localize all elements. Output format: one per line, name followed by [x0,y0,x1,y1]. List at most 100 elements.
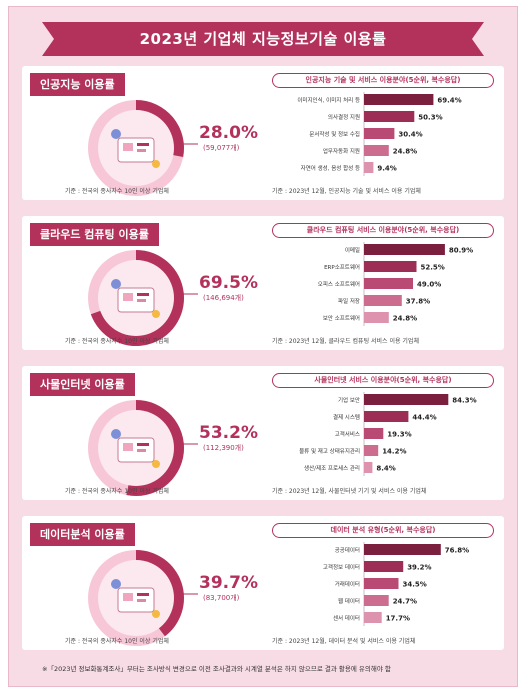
bar-category-label: 거래데이터 [335,580,360,588]
bar-value-label: 24.8% [393,315,417,323]
bar-value-label: 44.4% [412,414,436,422]
bar-value-label: 37.8% [406,298,430,306]
bar [364,128,395,139]
bar [364,595,389,606]
bar-category-label: 공공데이터 [335,546,360,554]
section-cloud: 클라우드 컴퓨팅 이용률 69.5% (146,694개) 기준 : 전국의 종… [22,216,504,350]
chart-source: 기준 : 2023년 12월, 사물인터넷 기기 및 서비스 이용 기업체 [272,488,427,495]
chart-title: 클라우드 컴퓨팅 서비스 이용분야(5순위, 복수응답) [272,223,494,238]
bar-category-label: 이미지인식, 이미지 처리 등 [297,96,360,104]
bar-value-label: 76.8% [445,547,469,555]
bar-category-label: 오피스 소프트웨어 [318,280,360,288]
bar-category-label: 이메일 [345,246,360,254]
bar-category-label: 기업 보안 [338,396,360,404]
chart-source: 기준 : 2023년 12월, 인공지능 기술 및 서비스 이용 기업체 [272,188,421,195]
data-analysis-icon [111,579,160,618]
usage-percent: 53.2% [199,423,258,443]
bar [364,312,389,323]
section-iot: 사물인터넷 이용률 53.2% (112,390개) 기준 : 전국의 종사자수… [22,366,504,500]
bar [364,578,399,589]
section-title: 인공지능 이용률 [30,73,125,96]
bar-value-label: 8.4% [376,465,395,473]
bar [364,561,404,572]
section-caption: 기준 : 전국의 종사자수 10인 이상 기업체 [65,488,169,495]
section-caption: 기준 : 전국의 종사자수 10인 이상 기업체 [65,338,169,345]
section-caption: 기준 : 전국의 종사자수 10인 이상 기업체 [65,638,169,645]
section-title: 데이터분석 이용률 [30,523,135,546]
section-ai: 인공지능 이용률 28.0% (59,077개) 기준 : 전국의 종사자수 1… [22,66,504,200]
usage-count: (146,694개) [203,294,244,302]
usage-count: (83,700개) [203,594,240,602]
bar-value-label: 50.3% [418,114,442,122]
bar-chart: 기업 보안 84.3% 결제 시스템 44.4% 고객서비스 19.3% 물류 및 재고 상… [299,392,477,476]
usage-count: (59,077개) [203,144,240,152]
section-caption: 기준 : 전국의 종사자수 10인 이상 기업체 [65,188,169,195]
bar-category-label: 파일 저장 [338,297,360,305]
page-title: 2023년 기업체 지능정보기술 이용률 [139,30,387,48]
bar-category-label: ERP소프트웨어 [324,263,360,271]
usage-chart: 인공지능 기술 및 서비스 이용분야(5순위, 복수응답) 이미지인식, 이미지… [264,66,504,200]
bar-category-label: 고객정보 데이터 [323,563,360,571]
leader-dot [180,142,184,146]
bar [364,244,445,255]
bar [364,145,389,156]
footnote: ※「2023년 정보화통계조사」부터는 조사방식 변경으로 이전 조사결과와 시… [42,665,391,673]
bar-value-label: 49.0% [417,281,441,289]
bar [364,394,449,405]
bar-value-label: 14.2% [382,448,406,456]
bar-category-label: 보안 소프트웨어 [323,314,360,322]
usage-chart: 클라우드 컴퓨팅 서비스 이용분야(5순위, 복수응답) 이메일 80.9% ERP… [264,216,504,350]
bar-category-label: 자연어 생성, 음성 합성 등 [301,164,360,172]
leader-dot [180,292,184,296]
section-title: 사물인터넷 이용률 [30,373,135,396]
bar [364,544,441,555]
bar-category-label: 웹 데이터 [338,597,360,605]
bar [364,612,382,623]
bar-value-label: 24.8% [393,148,417,156]
bar-value-label: 69.4% [437,97,461,105]
bar-category-label: 업무자동화 지원 [323,147,360,155]
bar [364,295,402,306]
bar [364,462,373,473]
bar-value-label: 24.7% [393,598,417,606]
bar-chart: 이메일 80.9% ERP소프트웨어 52.5% 오피스 소프트웨어 49.0% 파일 저장… [318,242,473,326]
bar-value-label: 30.4% [398,131,422,139]
bar-category-label: 고객서비스 [335,430,360,438]
bar-category-label: 문서작성 및 정보 수집 [309,130,360,138]
usage-percent: 28.0% [199,123,258,143]
bar-value-label: 80.9% [449,247,473,255]
share-pie [88,400,198,496]
bar-category-label: 의사결정 지원 [328,113,360,121]
bar-value-label: 34.5% [403,581,427,589]
bar [364,261,417,272]
leader-dot [180,442,184,446]
bar-value-label: 19.3% [387,431,411,439]
usage-percent: 69.5% [199,273,258,293]
share-pie [88,250,198,346]
bar [364,94,434,105]
chart-source: 기준 : 2023년 12월, 데이터 분석 및 서비스 이용 기업체 [272,638,416,645]
chart-title: 데이터 분석 유형(5순위, 복수응답) [272,523,494,538]
bar [364,411,409,422]
bar-category-label: 생산/제조 프로세스 관리 [304,464,360,472]
bar-value-label: 52.5% [421,264,445,272]
bar-value-label: 84.3% [452,397,476,405]
share-pie [88,550,198,646]
leader-dot [180,592,184,596]
banner-ribbon [42,22,484,56]
bar [364,162,374,173]
iot-icon [111,429,160,468]
bar [364,278,413,289]
bar-value-label: 17.7% [386,615,410,623]
section-title: 클라우드 컴퓨팅 이용률 [30,223,159,246]
bar [364,445,379,456]
usage-count: (112,390개) [203,444,244,452]
bar-category-label: 결제 시스템 [333,413,360,421]
bar-category-label: 물류 및 재고 상태유지관리 [299,447,360,455]
ai-robot-icon [111,129,160,168]
section-data-analysis: 데이터분석 이용률 39.7% (83,700개) 기준 : 전국의 종사자수 … [22,516,504,650]
chart-title: 사물인터넷 서비스 이용분야(5순위, 복수응답) [272,373,494,388]
bar-chart: 이미지인식, 이미지 처리 등 69.4% 의사결정 지원 50.3% 문서작성 및 정… [297,92,462,176]
cloud-icon [111,279,160,318]
bar [364,428,384,439]
